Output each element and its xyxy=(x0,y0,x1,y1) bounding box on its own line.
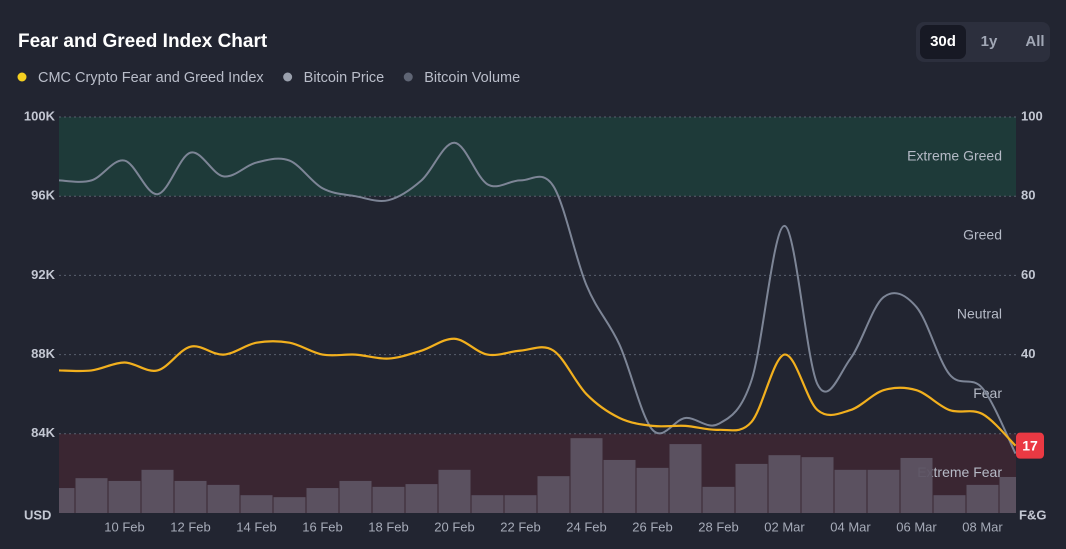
zone-label: Extreme Fear xyxy=(917,464,1002,480)
volume-bar xyxy=(669,444,702,513)
volume-bar xyxy=(141,469,174,513)
volume-bar xyxy=(339,480,372,513)
range-button[interactable]: All xyxy=(1025,33,1044,50)
x-tick-label: 06 Mar xyxy=(896,519,937,534)
zone-band xyxy=(59,117,1016,197)
volume-bar xyxy=(59,488,75,513)
volume-bar xyxy=(867,469,900,513)
volume-bar xyxy=(999,476,1016,513)
volume-bar xyxy=(471,495,504,513)
y-tick-label: 92K xyxy=(31,267,55,282)
x-tick-label: 12 Feb xyxy=(170,519,210,534)
x-tick-label: 10 Feb xyxy=(104,519,144,534)
zone-label: Neutral xyxy=(957,306,1002,322)
legend-label: Bitcoin Volume xyxy=(424,70,520,86)
volume-bar xyxy=(372,486,405,513)
volume-bar xyxy=(768,455,801,513)
volume-bar xyxy=(405,484,438,513)
x-tick-label: 28 Feb xyxy=(698,519,738,534)
volume-bar xyxy=(933,495,966,513)
y2-tick-label: 80 xyxy=(1021,188,1035,203)
legend-dot xyxy=(17,72,27,82)
volume-bar xyxy=(438,469,471,513)
x-tick-label: 14 Feb xyxy=(236,519,276,534)
zone-label: Extreme Greed xyxy=(907,147,1002,163)
current-badge xyxy=(1016,432,1044,459)
chart-title: Fear and Greed Index Chart xyxy=(18,31,268,52)
x-tick-label: 02 Mar xyxy=(764,519,805,534)
y2-axis-label: F&G xyxy=(1019,507,1046,522)
x-tick-label: 08 Mar xyxy=(962,519,1003,534)
y-axis-label: USD xyxy=(24,507,51,522)
y2-tick-label: 60 xyxy=(1021,267,1035,282)
legend-dot xyxy=(403,72,413,82)
y-tick-label: 100K xyxy=(24,108,56,123)
legend-dot xyxy=(283,72,293,82)
range-button[interactable]: 30d xyxy=(930,33,956,50)
volume-bar xyxy=(900,457,933,513)
y2-tick-label: 100 xyxy=(1021,108,1043,123)
volume-bar xyxy=(207,484,240,513)
current-value: 17 xyxy=(1022,437,1038,453)
volume-bar xyxy=(636,467,669,513)
volume-bar xyxy=(603,459,636,513)
x-tick-label: 16 Feb xyxy=(302,519,342,534)
zone-label: Greed xyxy=(963,227,1002,243)
x-tick-label: 24 Feb xyxy=(566,519,606,534)
legend-label: Bitcoin Price xyxy=(304,70,385,86)
y-tick-label: 84K xyxy=(31,425,55,440)
volume-bar xyxy=(273,497,306,513)
volume-bar xyxy=(174,480,207,513)
range-button[interactable]: 1y xyxy=(981,33,998,50)
volume-bar xyxy=(504,495,537,513)
price-line xyxy=(59,141,1016,455)
volume-bar xyxy=(966,484,999,513)
y-tick-label: 88K xyxy=(31,346,55,361)
volume-bar xyxy=(702,486,735,513)
x-tick-label: 20 Feb xyxy=(434,519,474,534)
volume-bar xyxy=(801,457,834,513)
range-button-active[interactable] xyxy=(920,25,966,59)
volume-bar xyxy=(537,476,570,513)
volume-bar xyxy=(735,463,768,513)
volume-bar xyxy=(108,480,141,513)
x-tick-label: 04 Mar xyxy=(830,519,871,534)
x-tick-label: 18 Feb xyxy=(368,519,408,534)
legend-label: CMC Crypto Fear and Greed Index xyxy=(38,70,264,86)
x-tick-label: 26 Feb xyxy=(632,519,672,534)
volume-bar xyxy=(570,438,603,513)
volume-bar xyxy=(75,478,108,513)
fear-greed-line xyxy=(59,337,1016,447)
volume-bar xyxy=(240,495,273,513)
x-tick-label: 22 Feb xyxy=(500,519,540,534)
y-tick-label: 96K xyxy=(31,188,55,203)
volume-bar xyxy=(306,488,339,513)
zone-label: Fear xyxy=(973,385,1002,401)
y2-tick-label: 40 xyxy=(1021,346,1035,361)
volume-bar xyxy=(834,469,867,513)
